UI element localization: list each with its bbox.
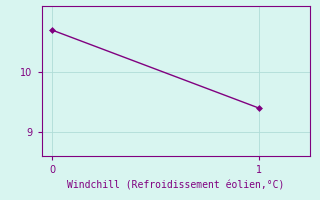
X-axis label: Windchill (Refroidissement éolien,°C): Windchill (Refroidissement éolien,°C) — [67, 181, 285, 191]
